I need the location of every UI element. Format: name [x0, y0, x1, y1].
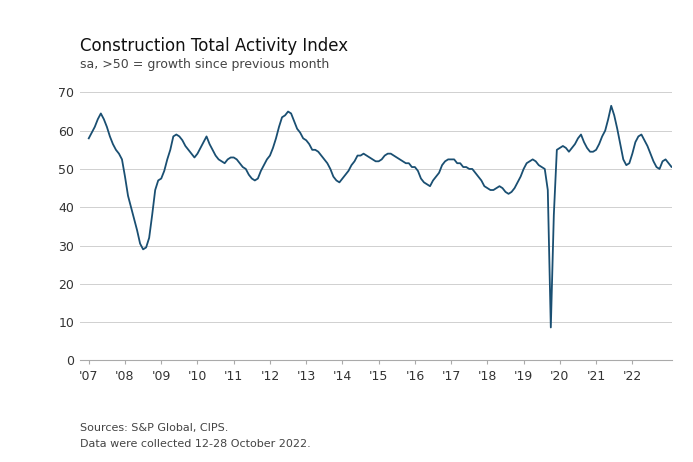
Text: sa, >50 = growth since previous month: sa, >50 = growth since previous month	[80, 58, 329, 71]
Text: Sources: S&P Global, CIPS.: Sources: S&P Global, CIPS.	[80, 423, 228, 433]
Text: Data were collected 12-28 October 2022.: Data were collected 12-28 October 2022.	[80, 439, 310, 449]
Text: Construction Total Activity Index: Construction Total Activity Index	[80, 37, 348, 55]
